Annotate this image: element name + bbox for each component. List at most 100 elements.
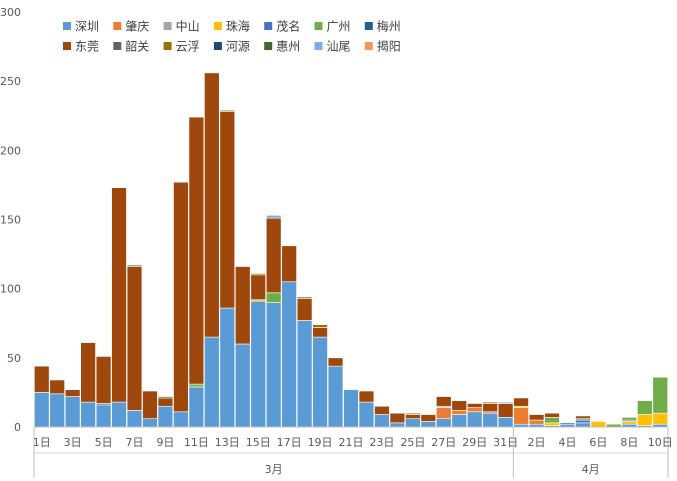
legend-label: 河源 (226, 40, 250, 54)
legend-label: 深圳 (75, 20, 99, 34)
bar-segment (34, 365, 50, 393)
bar-segment (559, 422, 576, 425)
bar-segment (436, 407, 452, 419)
bar-segment (405, 414, 421, 419)
legend-swatch (113, 22, 122, 30)
bar-segment (497, 401, 514, 404)
bar-segment (621, 417, 638, 421)
bar-segment (358, 390, 375, 403)
bar-segment (219, 109, 236, 112)
x-tick-label: 21日 (339, 436, 364, 449)
bar-segment (219, 307, 236, 428)
bar-segment (281, 245, 297, 283)
legend-label: 东莞 (75, 40, 99, 54)
legend-swatch (264, 42, 273, 50)
bar-segment (111, 187, 127, 403)
bar-segment (652, 412, 668, 425)
legend-swatch (314, 22, 323, 30)
legend-swatch (213, 22, 222, 30)
bar-segment (544, 422, 560, 426)
bar-segment (281, 281, 297, 428)
x-tick-label: 31日 (493, 436, 518, 449)
bar-segment (64, 389, 81, 397)
bar-segment (405, 412, 421, 415)
bar-segment (497, 403, 514, 418)
y-axis: 0 50 100 150 200 250 300 (0, 6, 21, 434)
bar-segment (265, 217, 282, 294)
bar-segment (296, 296, 313, 299)
x-tick-label: 29日 (462, 436, 487, 449)
bar-segment (405, 418, 421, 428)
bar-segment (95, 356, 112, 404)
bar-segment (436, 418, 452, 428)
bar-segment (235, 343, 251, 428)
bar-segment (575, 422, 591, 428)
x-tick-label: 17日 (277, 436, 302, 449)
bar-segment (157, 396, 174, 399)
bar-segment (466, 411, 483, 428)
bar-segment (482, 401, 498, 404)
bar-segment (621, 421, 638, 425)
legend-swatch (163, 22, 172, 30)
legend-swatch (264, 22, 273, 30)
bar-segment (513, 407, 529, 425)
legend-label: 惠州 (276, 40, 300, 54)
x-tick-label: 13日 (215, 436, 240, 449)
x-tick-label: 10日 (648, 436, 673, 449)
bar-segment (296, 320, 313, 428)
legend-label: 广州 (327, 20, 351, 34)
y-tick-label: 0 (14, 421, 21, 434)
legend-swatch (163, 42, 172, 50)
bar-segment (188, 116, 205, 385)
legend-label: 汕尾 (327, 40, 351, 54)
bar-segment (513, 397, 529, 407)
bar-segment (451, 414, 467, 428)
bar-segment (126, 266, 143, 411)
y-tick-label: 200 (0, 144, 21, 157)
legend-label: 梅州 (377, 19, 401, 34)
x-tick-label: 11日 (184, 436, 209, 449)
x-tick-label: 5日 (95, 436, 113, 449)
x-tick-label: 6日 (589, 436, 607, 449)
y-tick-label: 150 (0, 214, 21, 227)
x-tick-label: 1日 (33, 436, 51, 449)
bar-segment (157, 405, 174, 428)
bar-segment (296, 298, 313, 321)
x-tick-label: 27日 (431, 436, 456, 449)
bar-segment (451, 410, 467, 415)
bar-segment (466, 407, 483, 413)
bar-segment (420, 414, 437, 422)
bar-segment (80, 401, 96, 428)
bar-segment (374, 405, 390, 415)
bar-segment (497, 417, 514, 428)
y-tick-label: 250 (0, 75, 21, 88)
bar-segment (126, 264, 143, 267)
bar-segment (250, 300, 266, 428)
bar-segment (157, 397, 174, 407)
bar-segment (451, 400, 467, 411)
bar-segment (204, 72, 220, 338)
x-tick-label: 7日 (126, 436, 144, 449)
bar-segment (544, 417, 560, 424)
bar-segment (219, 111, 236, 309)
bar-segment (173, 411, 189, 428)
bar-segment (49, 379, 65, 395)
legend-swatch (113, 42, 122, 50)
bar-segment (312, 327, 328, 338)
bar-segment (188, 386, 205, 428)
legend-swatch (314, 42, 323, 50)
bar-segment (250, 274, 266, 301)
bar-segment (95, 404, 112, 428)
legend-swatch (63, 42, 71, 50)
x-tick-label: 25日 (400, 436, 425, 449)
bar-segment (544, 412, 560, 418)
bar-segment (575, 419, 591, 424)
bar-segment (652, 376, 668, 414)
x-tick-label: 15日 (246, 436, 271, 449)
bar-segment (173, 181, 189, 413)
bar-segment (265, 292, 282, 303)
legend-swatch (213, 42, 222, 50)
legend-label: 肇庆 (125, 19, 149, 34)
